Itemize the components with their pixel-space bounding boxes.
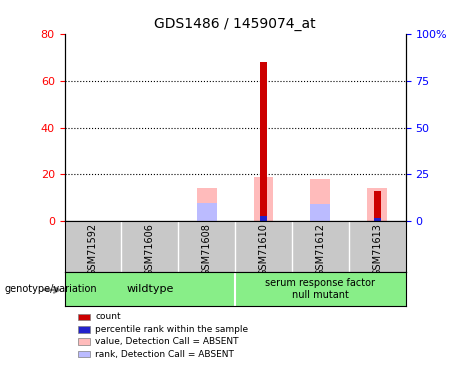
Bar [260,216,267,221]
Text: GSM71612: GSM71612 [315,223,325,276]
Text: serum response factor
null mutant: serum response factor null mutant [266,278,375,300]
Bar [197,188,217,221]
Text: count: count [95,312,121,321]
Text: GSM71608: GSM71608 [201,223,212,276]
Bar [310,179,331,221]
Text: rank, Detection Call = ABSENT: rank, Detection Call = ABSENT [95,350,234,358]
Bar [260,62,267,221]
Text: GSM71592: GSM71592 [88,223,98,276]
Bar [367,188,387,221]
Text: genotype/variation: genotype/variation [5,285,97,294]
Text: percentile rank within the sample: percentile rank within the sample [95,325,248,334]
Bar [374,191,381,221]
Bar [374,217,381,221]
Text: value, Detection Call = ABSENT: value, Detection Call = ABSENT [95,337,239,346]
Text: GSM71613: GSM71613 [372,223,382,276]
Title: GDS1486 / 1459074_at: GDS1486 / 1459074_at [154,17,316,32]
Bar [310,204,331,221]
Text: GSM71606: GSM71606 [145,223,155,276]
Bar [197,202,217,221]
Text: GSM71610: GSM71610 [259,223,269,276]
Bar [254,177,273,221]
Text: wildtype: wildtype [126,284,173,294]
